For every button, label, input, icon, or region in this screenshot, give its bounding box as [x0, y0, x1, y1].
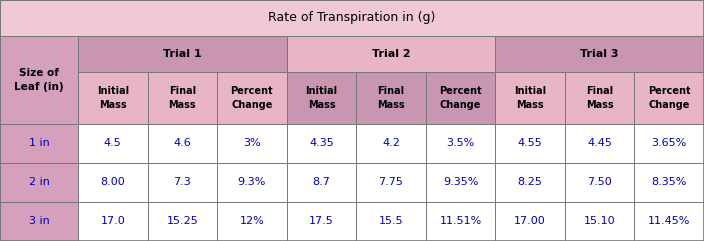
Text: Trial 1: Trial 1 — [163, 49, 201, 59]
Text: Final
Mass: Final Mass — [586, 87, 613, 110]
Bar — [148, 72, 217, 124]
Bar — [496, 202, 565, 241]
Text: Trial 3: Trial 3 — [580, 49, 619, 59]
Text: 3.65%: 3.65% — [652, 139, 687, 148]
Bar — [426, 72, 496, 124]
Text: Trial 2: Trial 2 — [372, 49, 410, 59]
Text: 4.2: 4.2 — [382, 139, 400, 148]
Text: 9.35%: 9.35% — [443, 178, 478, 187]
Bar — [496, 72, 565, 124]
Text: 7.50: 7.50 — [587, 178, 612, 187]
Text: 7.75: 7.75 — [379, 178, 403, 187]
Bar — [78, 124, 148, 163]
Text: 17.00: 17.00 — [514, 216, 546, 227]
Bar — [0, 163, 78, 202]
Bar — [148, 202, 217, 241]
Text: Size of
Leaf (in): Size of Leaf (in) — [14, 68, 64, 92]
Text: 4.55: 4.55 — [517, 139, 543, 148]
Bar — [217, 163, 287, 202]
Text: 9.3%: 9.3% — [238, 178, 266, 187]
Bar — [78, 202, 148, 241]
Text: 17.0: 17.0 — [101, 216, 125, 227]
Text: 15.5: 15.5 — [379, 216, 403, 227]
Bar — [496, 36, 704, 72]
Bar — [565, 202, 634, 241]
Bar — [0, 124, 78, 163]
Bar — [356, 202, 426, 241]
Bar — [565, 124, 634, 163]
Bar — [634, 202, 704, 241]
Text: 11.51%: 11.51% — [439, 216, 482, 227]
Text: 4.6: 4.6 — [173, 139, 191, 148]
Bar — [287, 163, 356, 202]
Text: Final
Mass: Final Mass — [377, 87, 405, 110]
Bar — [496, 163, 565, 202]
Bar — [0, 36, 78, 124]
Text: 4.35: 4.35 — [309, 139, 334, 148]
Bar — [217, 202, 287, 241]
Bar — [356, 163, 426, 202]
Text: 17.5: 17.5 — [309, 216, 334, 227]
Text: 1 in: 1 in — [29, 139, 49, 148]
Bar — [148, 163, 217, 202]
Text: 8.00: 8.00 — [101, 178, 125, 187]
Bar — [426, 202, 496, 241]
Text: 4.5: 4.5 — [104, 139, 122, 148]
Text: 8.7: 8.7 — [313, 178, 330, 187]
Text: Percent
Change: Percent Change — [648, 87, 691, 110]
Text: 7.3: 7.3 — [173, 178, 191, 187]
Text: 15.10: 15.10 — [584, 216, 615, 227]
Bar — [287, 72, 356, 124]
Bar — [496, 124, 565, 163]
Bar — [356, 124, 426, 163]
Text: 2 in: 2 in — [29, 178, 49, 187]
Bar — [634, 72, 704, 124]
Text: Rate of Transpiration in (g): Rate of Transpiration in (g) — [268, 12, 436, 25]
Bar — [148, 124, 217, 163]
Text: Initial
Mass: Initial Mass — [96, 87, 129, 110]
Text: 8.35%: 8.35% — [651, 178, 687, 187]
Text: 11.45%: 11.45% — [648, 216, 691, 227]
Bar — [217, 124, 287, 163]
Bar — [78, 36, 287, 72]
Text: 15.25: 15.25 — [166, 216, 199, 227]
Bar — [565, 72, 634, 124]
Bar — [634, 163, 704, 202]
Text: Initial
Mass: Initial Mass — [306, 87, 337, 110]
Bar — [287, 36, 496, 72]
Bar — [634, 124, 704, 163]
Bar — [565, 163, 634, 202]
Bar — [287, 202, 356, 241]
Bar — [426, 163, 496, 202]
Bar — [78, 163, 148, 202]
Text: 12%: 12% — [239, 216, 264, 227]
Bar — [426, 124, 496, 163]
Text: 3 in: 3 in — [29, 216, 49, 227]
Bar — [0, 0, 704, 36]
Text: Percent
Change: Percent Change — [439, 87, 482, 110]
Bar — [356, 72, 426, 124]
Text: Percent
Change: Percent Change — [231, 87, 273, 110]
Bar — [287, 124, 356, 163]
Text: Final
Mass: Final Mass — [168, 87, 196, 110]
Bar — [217, 72, 287, 124]
Bar — [78, 72, 148, 124]
Bar — [0, 202, 78, 241]
Text: 8.25: 8.25 — [517, 178, 543, 187]
Text: 3%: 3% — [243, 139, 260, 148]
Text: 4.45: 4.45 — [587, 139, 612, 148]
Text: 3.5%: 3.5% — [446, 139, 474, 148]
Text: Initial
Mass: Initial Mass — [514, 87, 546, 110]
